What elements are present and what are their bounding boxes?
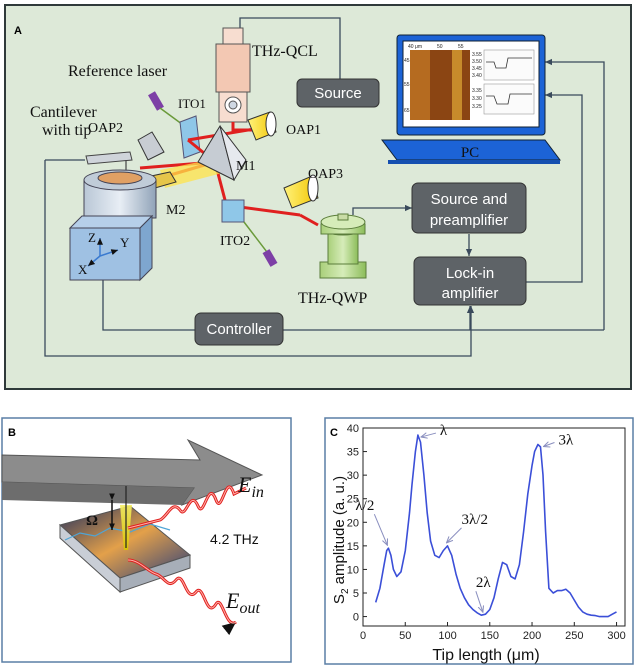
x-tick-label-5: 250 bbox=[565, 630, 583, 642]
label-m2: M2 bbox=[166, 203, 185, 218]
y-tick-label-0: 0 bbox=[353, 612, 359, 624]
screen-tick-rt-1: 3.55 bbox=[472, 52, 482, 58]
y-tick-label-4: 20 bbox=[347, 517, 359, 529]
oap3 bbox=[283, 174, 319, 209]
controller-label: Controller bbox=[206, 321, 271, 338]
ito2-laser bbox=[262, 249, 278, 267]
y-tick-label-7: 35 bbox=[347, 447, 359, 459]
annotation-label-3: 2λ bbox=[476, 575, 492, 591]
chart-xlabel: Tip length (μm) bbox=[432, 647, 539, 664]
screen-tick-left-3: 65 bbox=[404, 108, 410, 114]
lockin-line1: Lock-in bbox=[446, 265, 494, 282]
x-tick-label-1: 50 bbox=[399, 630, 411, 642]
label-m1: M1 bbox=[236, 159, 255, 174]
freq-label: 4.2 THz bbox=[210, 531, 259, 547]
label-reference-laser: Reference laser bbox=[68, 63, 168, 80]
label-oap2: OAP2 bbox=[88, 121, 123, 136]
afm-stage bbox=[68, 151, 157, 282]
y-tick-label-3: 15 bbox=[347, 541, 359, 553]
screen-tick-rt-4: 3.40 bbox=[472, 73, 482, 79]
label-ito2: ITO2 bbox=[220, 234, 250, 249]
ito2-laser-path bbox=[243, 221, 271, 257]
source-preamp-line1: Source and bbox=[431, 191, 508, 208]
source-box-label: Source bbox=[314, 85, 362, 102]
panel-c: C 0 50 100 150 200 250 300 0 5 10 15 20 25 30 35 40 λ/2 λ… bbox=[324, 417, 634, 665]
axis-x: X bbox=[78, 262, 88, 277]
series-line-0 bbox=[374, 434, 617, 618]
label-thz-qcl: THz-QCL bbox=[252, 43, 318, 60]
x-tick-label-2: 100 bbox=[438, 630, 456, 642]
y-tick-label-1: 5 bbox=[353, 588, 359, 600]
screen-tick-left-2: 55 bbox=[404, 82, 410, 88]
chart-ylabel: S2 amplitude (a. u.) bbox=[331, 476, 351, 604]
screen-tick-top-2: 50 bbox=[437, 44, 443, 50]
e-out-label: Eout bbox=[225, 588, 260, 617]
y-tick-label-8: 40 bbox=[347, 423, 359, 435]
axis-y: Y bbox=[120, 235, 130, 250]
oap1 bbox=[247, 111, 277, 141]
annotation-arrow-0 bbox=[373, 514, 387, 545]
panel-b: B Ω 4.2 THz Ein Eout bbox=[1, 417, 292, 663]
screen-tick-left-1: 45 bbox=[404, 58, 410, 64]
cantilever-arrow bbox=[1, 438, 264, 507]
screen-tick-rt-3: 3.45 bbox=[472, 66, 482, 72]
thz-qcl bbox=[215, 27, 251, 123]
s2-amplitude-chart: 0 50 100 150 200 250 300 0 5 10 15 20 25 30 35 40 λ/2 λ 3λ… bbox=[347, 423, 626, 642]
label-pc: PC bbox=[461, 145, 479, 161]
m1-prism bbox=[197, 124, 247, 182]
pc-laptop bbox=[381, 34, 561, 164]
annotation-label-1: λ bbox=[440, 423, 448, 439]
screen-tick-rm-3: 3.25 bbox=[472, 104, 482, 110]
annotation-arrow-3 bbox=[475, 590, 483, 612]
label-oap1: OAP1 bbox=[286, 123, 321, 138]
outgoing-wave-highlight bbox=[127, 559, 237, 624]
label-cantilever-2: with tip bbox=[42, 122, 91, 139]
label-cantilever-1: Cantilever bbox=[30, 104, 97, 121]
signal-wires bbox=[44, 17, 605, 357]
omega-label: Ω bbox=[86, 513, 98, 529]
label-ito1: ITO1 bbox=[178, 96, 206, 111]
source-preamp-line2: preamplifier bbox=[430, 212, 508, 229]
e-in-label: Ein bbox=[237, 472, 264, 501]
panel-c-frame bbox=[324, 417, 634, 665]
panel-b-letter: B bbox=[8, 427, 16, 439]
y-tick-label-6: 30 bbox=[347, 470, 359, 482]
screen-tick-rm-1: 3.35 bbox=[472, 88, 482, 94]
panel-c-letter: C bbox=[330, 427, 338, 439]
annotation-arrow-2 bbox=[447, 527, 462, 543]
screen-tick-rt-2: 3.50 bbox=[472, 59, 482, 65]
panel-a: A THz-QCL Source Reference bbox=[4, 4, 632, 390]
x-tick-label-4: 200 bbox=[523, 630, 541, 642]
annotation-arrow-1 bbox=[421, 433, 437, 437]
plot-area bbox=[362, 427, 626, 627]
annotation-label-2: 3λ/2 bbox=[462, 512, 488, 528]
screen-tick-rm-2: 3.30 bbox=[472, 96, 482, 102]
source-box bbox=[296, 78, 380, 108]
source-preamp-box bbox=[411, 182, 527, 234]
panel-a-letter: A bbox=[14, 25, 22, 37]
x-tick-label-0: 0 bbox=[360, 630, 366, 642]
annotation-label-4: 3λ bbox=[558, 433, 574, 449]
y-tick-label-5: 25 bbox=[347, 494, 359, 506]
screen-tick-top-3: 55 bbox=[458, 44, 464, 50]
axis-z: Z bbox=[88, 230, 96, 245]
label-oap3: OAP3 bbox=[308, 167, 343, 182]
incoming-wave-highlight bbox=[127, 486, 247, 529]
lockin-box bbox=[413, 256, 527, 306]
lockin-line2: amplifier bbox=[442, 285, 499, 302]
ito2-cube bbox=[221, 199, 245, 223]
oap2 bbox=[137, 131, 165, 161]
screen-tick-top-1: 40 μm bbox=[408, 44, 422, 50]
thz-qwp bbox=[319, 213, 367, 279]
x-tick-label-6: 300 bbox=[607, 630, 625, 642]
label-thz-qwp: THz-QWP bbox=[298, 290, 367, 307]
x-tick-label-3: 150 bbox=[481, 630, 499, 642]
annotation-arrow-4 bbox=[543, 443, 555, 447]
annotation-label-0: λ/2 bbox=[355, 498, 374, 514]
controller-box bbox=[194, 312, 284, 346]
y-tick-label-2: 10 bbox=[347, 564, 359, 576]
